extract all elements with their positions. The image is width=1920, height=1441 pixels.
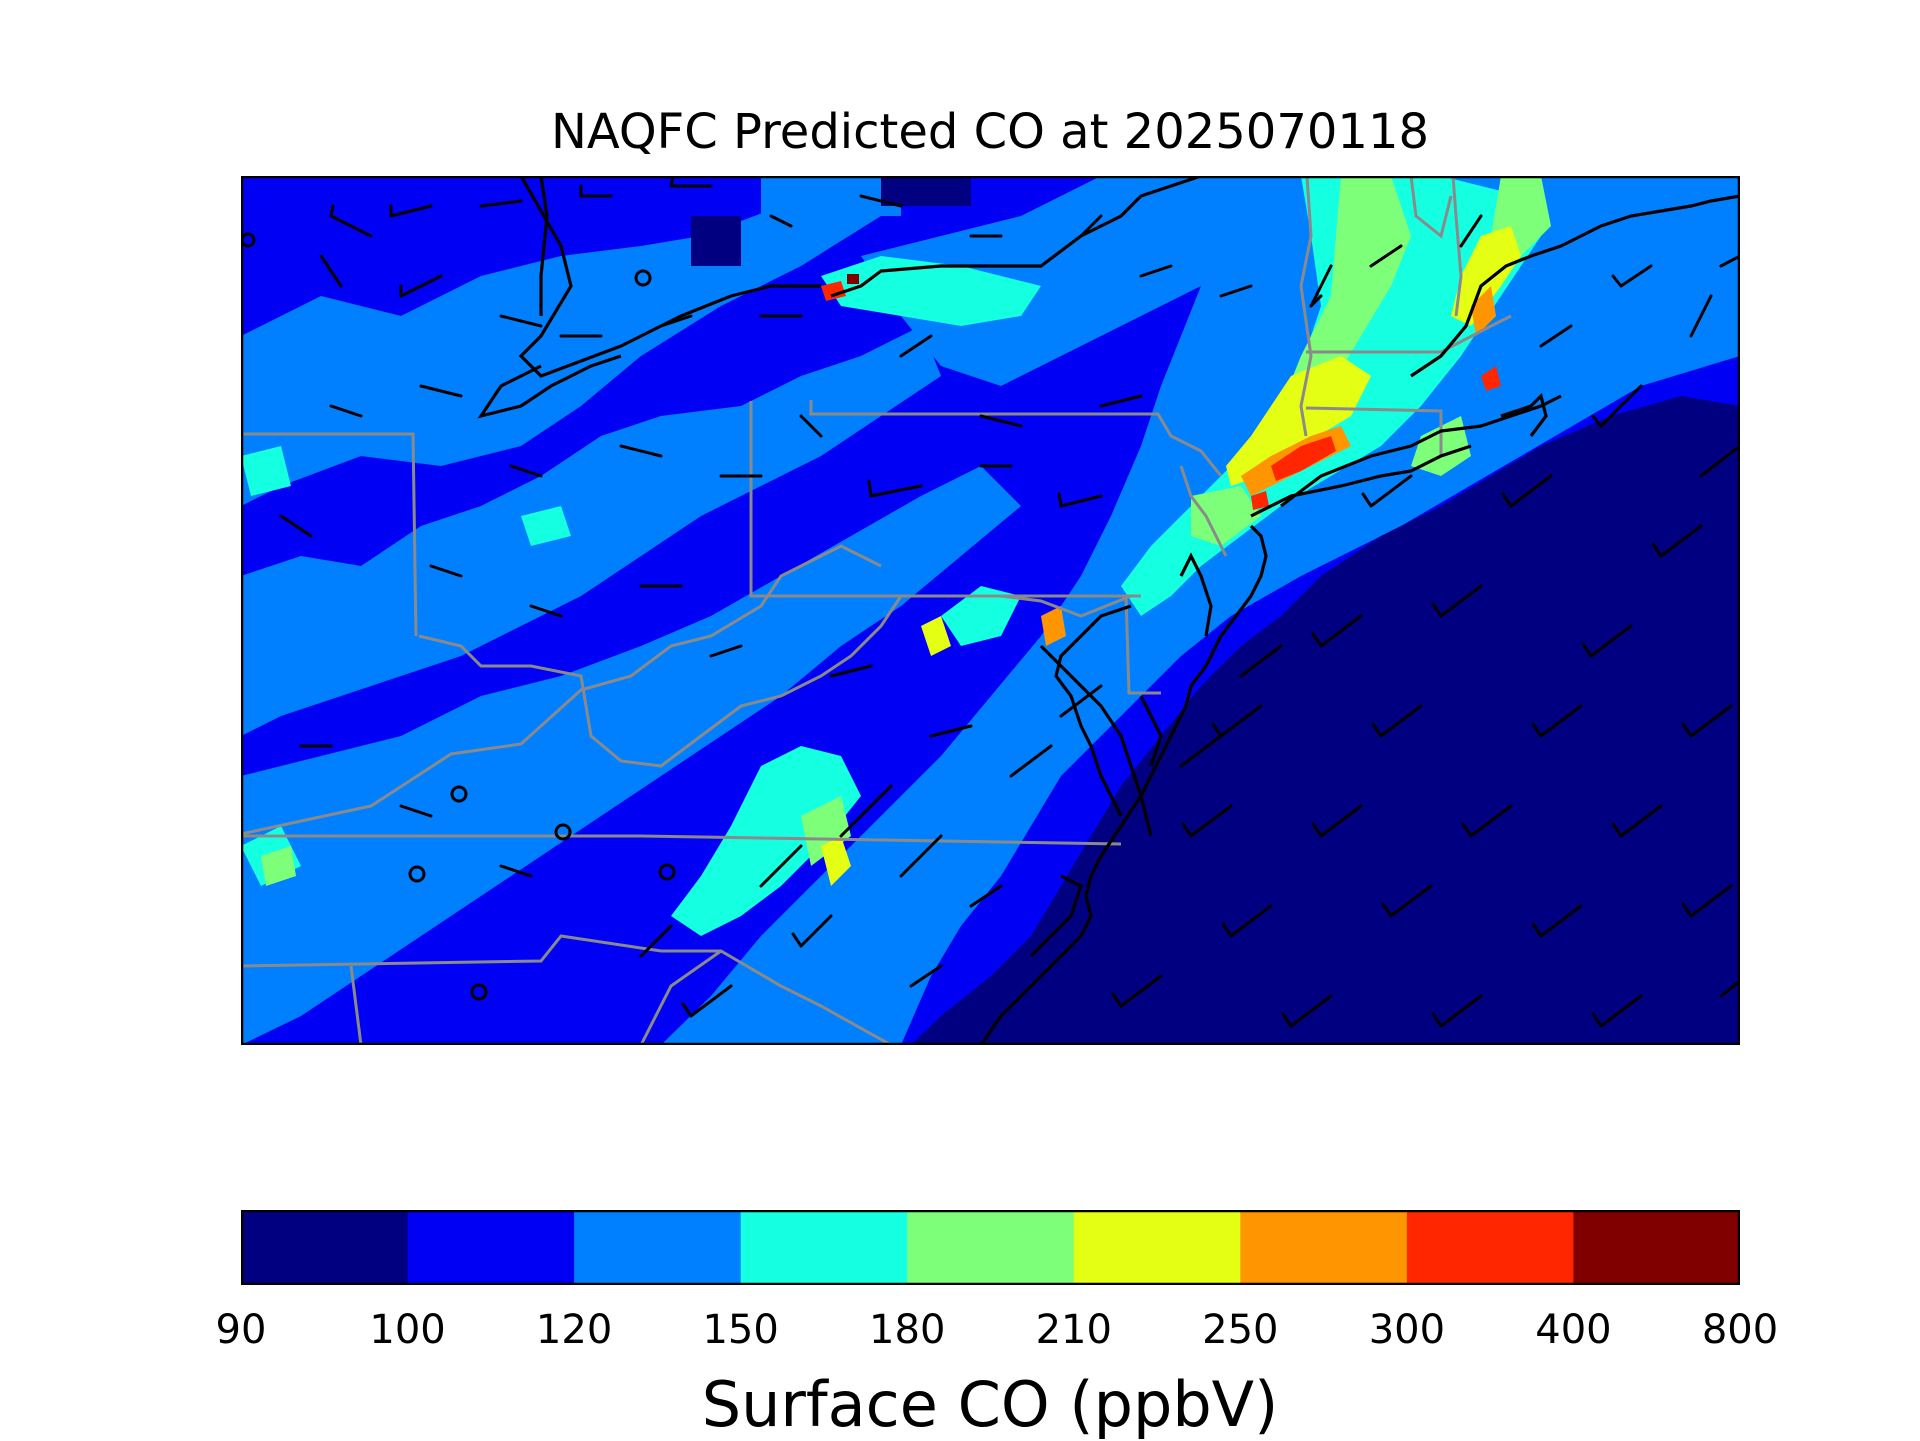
colorbar-tick-label: 400 bbox=[1535, 1307, 1612, 1353]
colorbar-label: Surface CO (ppbV) bbox=[701, 1368, 1279, 1441]
colorbar bbox=[240, 1209, 1741, 1286]
colorbar-tick-label: 300 bbox=[1368, 1307, 1446, 1353]
colorbar-tick-label: 100 bbox=[369, 1307, 446, 1353]
co-field-300-400 bbox=[821, 281, 1501, 510]
colorbar-bin-180-210 bbox=[907, 1210, 1075, 1285]
co-field-400-800 bbox=[847, 274, 859, 284]
state-boundaries bbox=[241, 176, 1512, 1045]
colorbar-bin-210-250 bbox=[1073, 1210, 1241, 1285]
co-field-120-150 bbox=[241, 176, 1740, 1045]
colorbar-tick-label: 150 bbox=[702, 1307, 779, 1353]
colorbar-tick-label: 250 bbox=[1202, 1307, 1279, 1353]
colorbar-bin-90-100 bbox=[241, 1210, 409, 1285]
map-border bbox=[241, 176, 1740, 1045]
colorbar-tick-label: 90 bbox=[215, 1307, 267, 1353]
co-field-90-100 bbox=[691, 176, 1740, 1045]
colorbar-bin-100-120 bbox=[407, 1210, 575, 1285]
colorbar-tick-label: 120 bbox=[535, 1307, 613, 1353]
coastline bbox=[241, 176, 1740, 1045]
map-title: NAQFC Predicted CO at 2025070118 bbox=[550, 104, 1430, 160]
colorbar-bin-250-300 bbox=[1240, 1210, 1408, 1285]
colorbar-bin-120-150 bbox=[574, 1210, 742, 1285]
colorbar-tick-label: 800 bbox=[1701, 1307, 1779, 1353]
map-panel bbox=[241, 176, 1740, 1045]
colorbar-tick-label: 210 bbox=[1035, 1307, 1112, 1353]
colorbar-bin-150-180 bbox=[740, 1210, 908, 1285]
colorbar-bin-400-800 bbox=[1573, 1210, 1741, 1285]
wind-barbs bbox=[279, 176, 1740, 1028]
colorbar-bin-300-400 bbox=[1406, 1210, 1575, 1285]
colorbar-tick-label: 180 bbox=[869, 1307, 946, 1353]
co-field-210-250 bbox=[821, 226, 1521, 886]
